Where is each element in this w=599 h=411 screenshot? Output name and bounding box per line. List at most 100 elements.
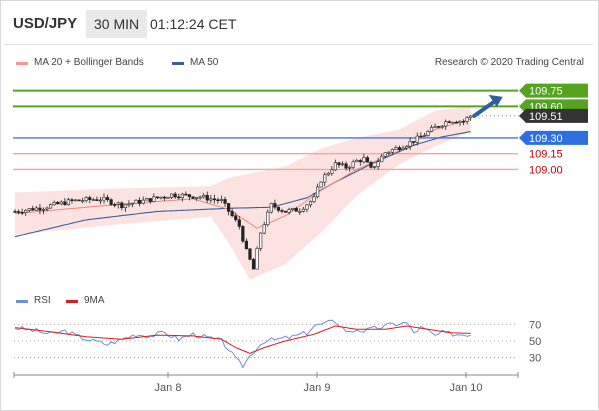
candle-body xyxy=(16,211,21,213)
candle-body xyxy=(170,193,174,198)
candle-body xyxy=(326,172,330,176)
candle-body xyxy=(230,211,234,217)
candle-body xyxy=(48,204,53,209)
candle-body xyxy=(56,202,60,205)
candle-body xyxy=(444,121,448,127)
candle-body xyxy=(269,203,273,213)
ma9-line xyxy=(14,325,471,354)
candle-body xyxy=(333,162,338,171)
candle-body xyxy=(422,135,427,137)
candle-body xyxy=(429,127,434,132)
candle-body xyxy=(447,121,451,123)
candle-body xyxy=(141,199,145,204)
candle-body xyxy=(123,204,127,209)
candle-body xyxy=(358,160,362,163)
ma50-line xyxy=(14,131,471,238)
candle-body xyxy=(312,196,316,202)
level-tag-3 xyxy=(519,130,588,145)
candle-body xyxy=(387,151,391,154)
candle-body xyxy=(73,199,78,202)
header-divider xyxy=(4,44,593,45)
candle-body xyxy=(98,199,103,202)
level-tag-2 xyxy=(519,108,588,123)
candle-body xyxy=(219,199,224,201)
candle-body xyxy=(173,193,177,198)
level-label-4: 109.15 xyxy=(529,149,563,161)
candle-body xyxy=(31,208,35,211)
candle-body xyxy=(27,208,31,211)
candle-body xyxy=(372,166,377,168)
candle-body xyxy=(116,202,120,205)
candle-body xyxy=(394,147,398,150)
candle-body xyxy=(24,210,28,213)
candle-body xyxy=(138,199,142,204)
candle-body xyxy=(337,162,341,166)
candle-body xyxy=(45,207,49,210)
candle-body xyxy=(308,201,313,206)
candle-body xyxy=(433,126,437,128)
candle-body xyxy=(155,196,160,199)
candle-body xyxy=(77,199,81,202)
candle-body xyxy=(404,146,409,149)
candle-body xyxy=(273,203,277,208)
level-label-5: 109.00 xyxy=(529,164,563,176)
candle-body xyxy=(305,204,309,210)
candle-body xyxy=(380,155,384,163)
candle-body xyxy=(20,211,24,214)
candle-body xyxy=(419,135,423,138)
candle-body xyxy=(340,163,345,166)
bollinger-legend-swatch xyxy=(16,62,28,65)
clock-label: 01:12:24 CET xyxy=(150,16,237,32)
candle-body xyxy=(191,196,195,199)
candle-body xyxy=(397,147,402,150)
candle-body xyxy=(95,199,99,201)
candle-body xyxy=(91,199,95,201)
candle-body xyxy=(390,149,394,153)
candle-body xyxy=(259,232,263,249)
candle-body xyxy=(344,163,348,169)
candle-body xyxy=(148,198,152,202)
candle-body xyxy=(134,199,138,204)
candle-body xyxy=(469,115,473,118)
ma9-legend-label: 9MA xyxy=(84,295,105,306)
level-label-0: 109.75 xyxy=(529,86,563,98)
candle-body xyxy=(187,194,192,197)
candle-body xyxy=(412,141,416,143)
copyright-credit: Research © 2020 Trading Central xyxy=(434,57,584,68)
candle-body xyxy=(223,199,227,204)
candle-body xyxy=(298,211,302,213)
forecast-arrow-shaft xyxy=(472,97,499,118)
candle-body xyxy=(63,201,67,206)
candle-body xyxy=(351,161,355,168)
candle-body xyxy=(113,204,117,206)
bollinger-band xyxy=(15,106,471,280)
candle-body xyxy=(315,186,320,198)
symbol-label: USD/JPY xyxy=(13,15,78,32)
candle-body xyxy=(166,197,170,199)
rsi-tick-label-0: 70 xyxy=(529,319,541,331)
ma50-legend-swatch xyxy=(172,62,184,65)
candle-body xyxy=(383,152,387,157)
candle-body xyxy=(59,201,63,205)
candle-body xyxy=(408,141,412,147)
x-tick-label-1: Jan 9 xyxy=(304,382,331,394)
candle-body xyxy=(319,181,323,188)
candle-body xyxy=(70,199,74,202)
rsi-legend-swatch xyxy=(16,300,28,303)
candle-body xyxy=(287,209,291,213)
rsi-tick-label-1: 50 xyxy=(529,336,541,348)
ma9-legend-swatch xyxy=(66,300,78,303)
candle-body xyxy=(437,126,441,128)
candle-body xyxy=(127,203,131,206)
candle-body xyxy=(244,240,249,250)
candle-body xyxy=(291,207,295,210)
candle-body xyxy=(102,197,106,201)
rsi-line xyxy=(14,319,471,369)
candle-body xyxy=(251,259,256,270)
candle-body xyxy=(355,160,359,163)
candle-body xyxy=(426,131,430,136)
timeframe-badge[interactable]: 30 MIN xyxy=(86,10,148,38)
candle-body xyxy=(209,198,213,201)
candle-body xyxy=(88,197,92,200)
candle-body xyxy=(415,135,419,143)
